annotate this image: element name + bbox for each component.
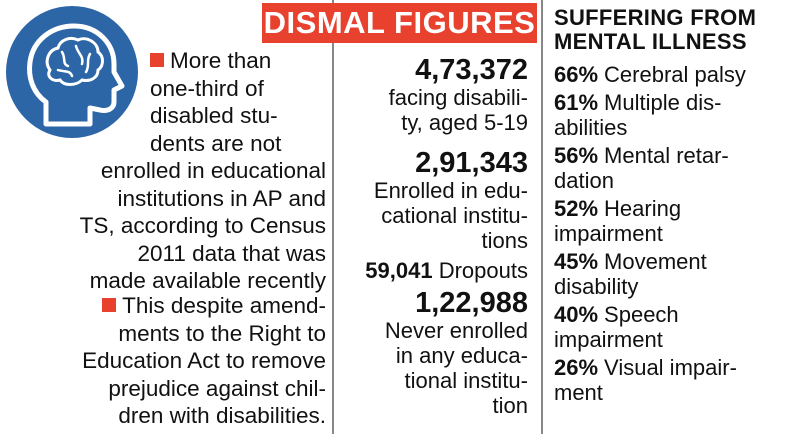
stat-value: 59,041: [365, 258, 433, 283]
list-item: 40% Speech impairment: [554, 302, 798, 352]
paragraph-enrollment: More than one-third of disabled stu- den…: [0, 47, 326, 295]
item-label: Hearing: [604, 196, 682, 221]
stat-label-line: in any educa-: [395, 343, 528, 368]
text-line: enrolled in educational: [100, 158, 326, 183]
text-line: prejudice against chil-: [108, 375, 326, 401]
paragraph-rte: This despite amend- ments to the Right t…: [0, 292, 326, 430]
bullet-square: [150, 53, 164, 67]
percentage: 52%: [554, 196, 599, 221]
stat-value: 4,73,372: [415, 54, 528, 86]
title-line: MENTAL ILLNESS: [554, 29, 747, 54]
stat-facing-disability: 4,73,372 facing disabili- ty, aged 5-19: [338, 55, 528, 135]
stat-never-enrolled: 1,22,988 Never enrolled in any educa- ti…: [338, 288, 528, 418]
left-column: More than one-third of disabled stu- den…: [0, 0, 330, 434]
stat-label-line: tional institu-: [404, 368, 528, 393]
percentage: 40%: [554, 302, 599, 327]
stat-label-line: cational institu-: [381, 203, 528, 228]
percentage: 26%: [554, 355, 599, 380]
item-label: impairment: [554, 327, 663, 352]
text-line: ments to the Right to: [118, 320, 326, 346]
stat-label-line: Never enrolled: [384, 318, 528, 343]
text-line: one-third of: [150, 75, 264, 101]
list-item: 52% Hearing impairment: [554, 196, 798, 246]
stat-dropouts: 59,041 Dropouts: [338, 258, 528, 284]
stat-label-line: tion: [492, 393, 528, 418]
stat-label-line: Enrolled in edu-: [373, 178, 528, 203]
banner-title: DISMAL FIGURES: [262, 3, 537, 43]
section-title: SUFFERING FROM MENTAL ILLNESS: [554, 6, 798, 54]
list-item: 56% Mental retar- dation: [554, 143, 798, 193]
item-label: Mental retar-: [604, 143, 729, 168]
text-line: More than: [0, 47, 326, 75]
item-label: ment: [554, 380, 603, 405]
percentage: 45%: [554, 249, 599, 274]
list-item: 61% Multiple dis- abilities: [554, 90, 798, 140]
middle-column: 4,73,372 facing disabili- ty, aged 5-19 …: [336, 0, 536, 434]
illness-list: 66% Cerebral palsy 61% Multiple dis- abili…: [554, 62, 798, 408]
text-line: dents are not: [150, 130, 282, 156]
text-line: Education Act to remove: [82, 348, 326, 373]
text-line: institutions in AP and: [117, 185, 326, 211]
stat-label-line: ty, aged 5-19: [401, 110, 528, 135]
text-line: made available recently: [89, 268, 326, 293]
stat-value: 1,22,988: [415, 287, 528, 319]
item-label: dation: [554, 168, 614, 193]
item-label: abilities: [554, 115, 628, 140]
item-label: Cerebral palsy: [604, 62, 746, 87]
text-line: TS, according to Census: [79, 213, 326, 238]
title-line: SUFFERING FROM: [554, 5, 757, 30]
text-line: dren with disabilities.: [118, 403, 326, 428]
bullet-square: [102, 298, 117, 312]
percentage: 56%: [554, 143, 599, 168]
stat-value: 2,91,343: [415, 147, 528, 179]
stat-label-line: facing disabili-: [388, 85, 528, 110]
stat-label: Dropouts: [438, 258, 528, 283]
text-line: This despite amend-: [0, 292, 326, 320]
item-label: Multiple dis-: [604, 90, 722, 115]
percentage: 66%: [554, 62, 599, 87]
item-label: impairment: [554, 221, 663, 246]
stat-label-line: tions: [481, 228, 528, 253]
right-column: SUFFERING FROM MENTAL ILLNESS 66% Cerebra…: [550, 0, 800, 434]
text-line: disabled stu-: [150, 103, 278, 128]
percentage: 61%: [554, 90, 599, 115]
column-divider-left: [332, 0, 334, 434]
column-divider-right: [541, 0, 543, 434]
stat-enrolled: 2,91,343 Enrolled in edu- cational insti…: [338, 148, 528, 253]
item-label: disability: [554, 274, 639, 299]
item-label: Visual impair-: [604, 355, 737, 380]
list-item: 66% Cerebral palsy: [554, 62, 798, 87]
item-label: Movement: [604, 249, 707, 274]
list-item: 26% Visual impair- ment: [554, 355, 798, 405]
text-line: 2011 data that was: [137, 240, 326, 266]
item-label: Speech: [604, 302, 679, 327]
head-brain-icon: [6, 6, 138, 138]
list-item: 45% Movement disability: [554, 249, 798, 299]
